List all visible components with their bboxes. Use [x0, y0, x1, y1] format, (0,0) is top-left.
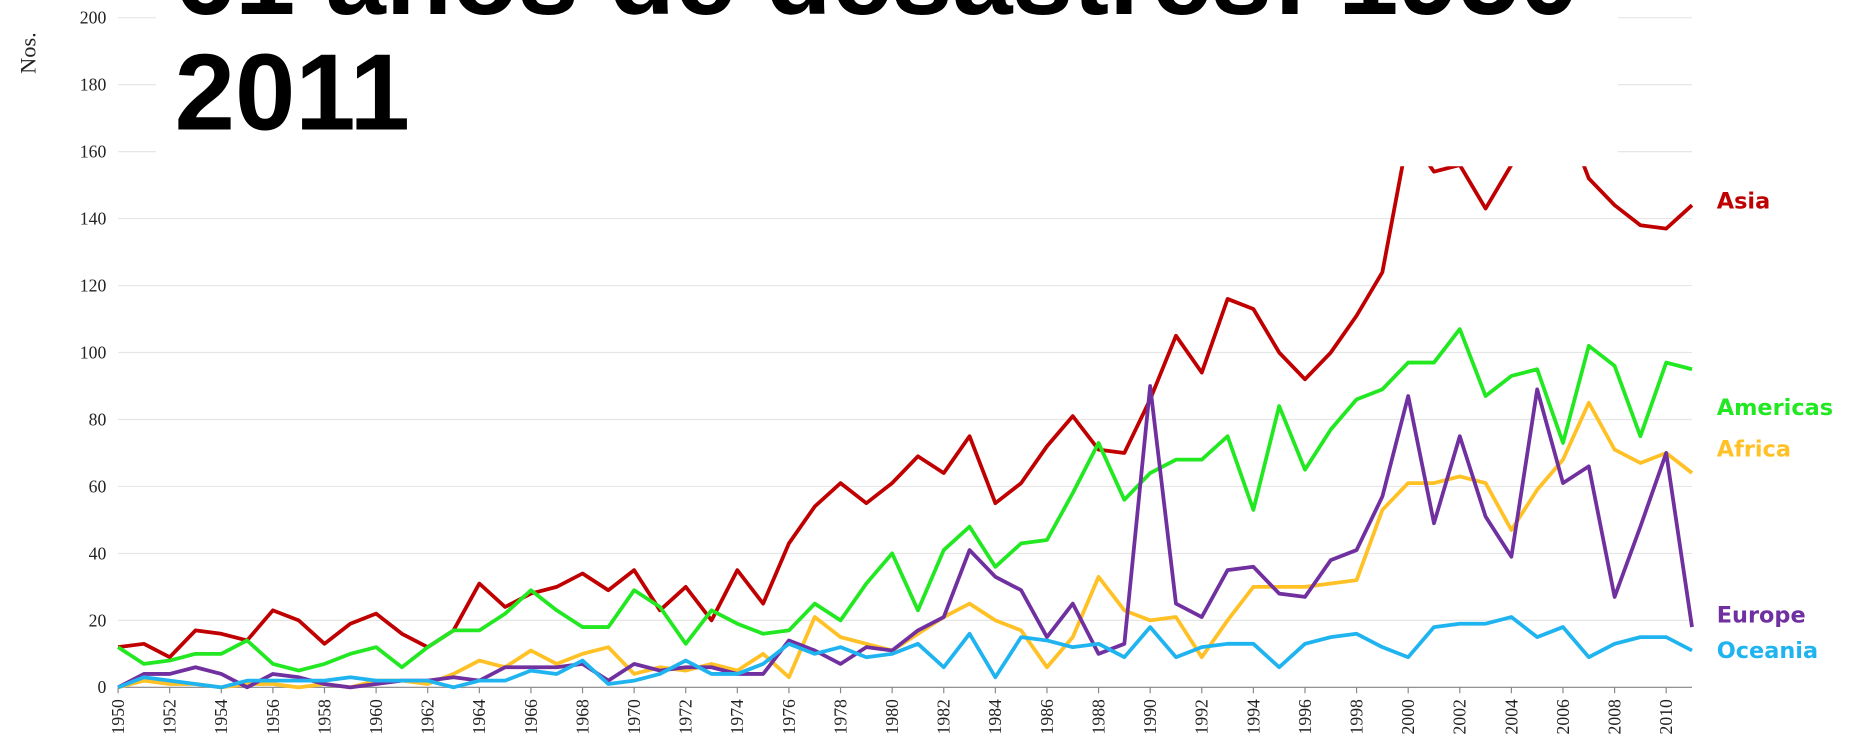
series-line — [117, 327, 1693, 673]
x-tick-label: 1970 — [624, 699, 644, 735]
y-tick-label: 40 — [89, 543, 107, 563]
x-tick-label: 2008 — [1604, 699, 1624, 735]
x-tick-label: 1950 — [108, 699, 128, 735]
x-tick-label: 1996 — [1295, 699, 1315, 735]
title-background — [155, 0, 1618, 167]
x-tick-label: 1974 — [727, 699, 747, 735]
y-tick-label: 140 — [80, 208, 107, 228]
legend-label: Oceania — [1717, 638, 1818, 664]
y-axis-label: Nos. — [16, 32, 41, 74]
x-tick-label: 1988 — [1088, 699, 1108, 735]
chart-title: 2011 — [175, 32, 410, 153]
x-tick-label: 1964 — [469, 699, 489, 735]
x-tick-label: 1992 — [1192, 699, 1212, 734]
x-tick-label: 1994 — [1243, 699, 1263, 735]
series-line — [117, 615, 1693, 690]
y-tick-label: 120 — [80, 275, 107, 295]
chart-title: 61 años de desastres: 1950- — [175, 0, 1616, 37]
series-line — [117, 109, 1694, 660]
y-tick-label: 160 — [80, 142, 107, 162]
legend-label: Africa — [1717, 436, 1791, 462]
y-tick-label: 20 — [89, 610, 107, 630]
x-tick-label: 1954 — [211, 699, 231, 735]
x-tick-label: 1956 — [263, 699, 283, 735]
x-tick-label: 2004 — [1501, 699, 1521, 735]
x-tick-label: 1986 — [1037, 699, 1057, 735]
x-tick-label: 1980 — [882, 699, 902, 735]
series-line — [117, 384, 1694, 690]
x-tick-label: 2002 — [1450, 699, 1470, 734]
x-tick-label: 2006 — [1553, 699, 1573, 735]
y-tick-label: 180 — [80, 75, 107, 95]
x-tick-label: 1960 — [366, 699, 386, 735]
legend-label: Asia — [1717, 189, 1770, 215]
legend-label: Americas — [1717, 395, 1833, 421]
x-tick-label: 1966 — [521, 699, 541, 735]
y-tick-label: 100 — [80, 342, 107, 362]
y-tick-label: 80 — [89, 409, 107, 429]
x-tick-label: 2000 — [1398, 699, 1418, 735]
x-tick-label: 1958 — [314, 699, 334, 735]
legend-label: Europe — [1717, 602, 1806, 628]
x-tick-label: 1952 — [160, 699, 180, 734]
y-tick-label: 0 — [97, 677, 106, 697]
x-tick-label: 1978 — [830, 699, 850, 735]
x-tick-label: 2010 — [1656, 699, 1676, 735]
x-tick-label: 1968 — [572, 699, 592, 735]
x-tick-label: 1984 — [985, 699, 1005, 735]
x-tick-label: 1998 — [1346, 699, 1366, 735]
y-tick-label: 200 — [80, 8, 107, 28]
y-tick-label: 60 — [89, 476, 107, 496]
x-tick-label: 1962 — [418, 699, 438, 734]
x-tick-label: 1976 — [779, 699, 799, 735]
x-tick-label: 1990 — [1140, 699, 1160, 735]
x-tick-label: 1972 — [676, 699, 696, 734]
x-tick-label: 1982 — [934, 699, 954, 734]
